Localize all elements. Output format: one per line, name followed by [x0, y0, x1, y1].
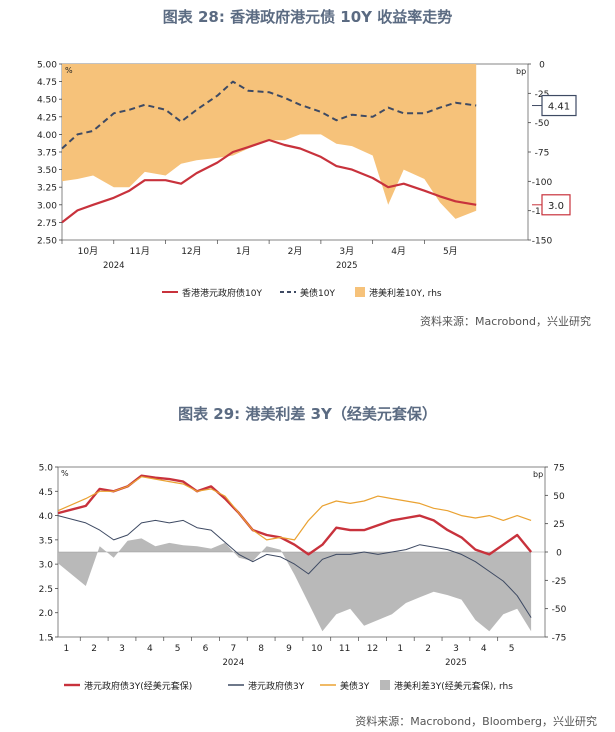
chart1-xtick-label: 2月 — [288, 246, 303, 257]
chart1-ytick-label: 3.50 — [37, 166, 57, 176]
chart2-right-unit: bp — [533, 470, 543, 479]
chart1-series-spread — [62, 64, 477, 219]
chart2-ytick-label: 4.0 — [39, 512, 54, 522]
chart1-xtick-label: 1月 — [236, 246, 251, 257]
chart1-ytick-label: 2.50 — [37, 237, 57, 247]
chart1-xtick-label: 3月 — [339, 246, 354, 257]
chart1-y2tick-label: -150 — [532, 237, 553, 247]
chart2-series-us3y — [57, 476, 532, 541]
chart2-y2tick-label: -25 — [552, 577, 567, 587]
chart1-legend-label: 香港港元政府债10Y — [182, 287, 262, 299]
chart2-title: 图表 29: 港美利差 3Y（经美元套保） — [178, 405, 437, 423]
chart2-legend-swatch — [380, 680, 390, 690]
chart2-series-spread3y — [58, 538, 532, 632]
chart2-ytick-label: 3.0 — [39, 561, 54, 571]
chart2-xtick-label: 7 — [230, 644, 236, 654]
chart1-ytick-label: 4.00 — [37, 131, 57, 141]
chart1-left-unit: % — [65, 66, 73, 75]
chart1-us-end-label-text: 4.41 — [548, 102, 570, 113]
chart1-y2tick-label: -50 — [535, 119, 550, 129]
chart2-xtick-label: 1 — [63, 644, 69, 654]
chart1-y2tick-label: -25 — [535, 90, 550, 100]
chart1-source: 资料来源：Macrobond，兴业研究 — [420, 315, 591, 328]
chart1-ytick-label: 3.00 — [37, 201, 57, 211]
chart1-title: 图表 28: 香港政府港元债 10Y 收益率走势 — [162, 8, 453, 26]
chart1-ytick-label: 2.75 — [37, 219, 57, 229]
chart2-xtick-label: 2 — [91, 644, 97, 654]
chart1-xtick-label: 4月 — [391, 246, 406, 257]
chart2-ytick-label: 4.5 — [39, 488, 53, 498]
chart2-ytick-label: 5.0 — [39, 464, 54, 474]
chart2-ytick-label: 1.5 — [39, 634, 53, 644]
chart2-left-unit: % — [61, 469, 69, 478]
chart1-ytick-label: 3.25 — [37, 184, 57, 194]
chart1-series-hk — [61, 138, 477, 224]
chart2-y2tick-label: -50 — [552, 605, 567, 615]
chart2-source: 资料来源：Macrobond，Bloomberg，兴业研究 — [355, 715, 597, 728]
chart2-year-label: 2025 — [445, 658, 467, 668]
chart1-ytick-label: 3.75 — [37, 149, 57, 159]
chart2-xtick-label: 8 — [258, 644, 264, 654]
chart2-ytick-label: 2.5 — [39, 585, 53, 595]
chart1-us-end-label-box — [541, 94, 577, 117]
chart1-series-us — [61, 80, 477, 150]
chart2-xtick-label: 12 — [367, 644, 378, 654]
chart1-y2tick-label: 0 — [539, 61, 545, 71]
chart2-xtick-label: 1 — [397, 644, 403, 654]
chart2-legend: 港元政府债3Y(经美元套保) 港元政府债3Y 美债3Y 港美利差3Y(经美元套保), … — [64, 680, 513, 692]
chart2-xtick-label: 2 — [425, 644, 431, 654]
chart2-y2tick-label: 75 — [553, 464, 564, 474]
chart1-legend-swatch — [355, 287, 365, 297]
chart1-y2tick-label: -75 — [535, 149, 550, 159]
chart2-y2tick-label: 25 — [553, 520, 564, 530]
chart2-xtick-label: 5 — [175, 644, 181, 654]
chart2-xtick-label: 9 — [286, 644, 292, 654]
chart1-legend-label: 美债10Y — [300, 287, 335, 299]
chart1-legend: 香港港元政府债10Y 美债10Y 港美利差10Y, rhs — [162, 287, 442, 299]
chart1-y2tick-label: -100 — [532, 178, 553, 188]
chart1-ytick-label: 4.50 — [37, 96, 57, 106]
chart2-xtick-label: 3 — [453, 644, 459, 654]
chart2-ytick-label: 2.0 — [39, 609, 54, 619]
chart2-legend-label: 港美利差3Y(经美元套保), rhs — [394, 680, 513, 692]
chart2-legend-label: 美债3Y — [340, 680, 370, 692]
chart1-ytick-label: 4.75 — [37, 78, 57, 88]
chart1-hk-end-label-box — [541, 194, 571, 216]
chart1-ytick-label: 5.00 — [37, 61, 57, 71]
chart1-xtick-label: 11月 — [129, 246, 149, 257]
chart2-legend-label: 港元政府债3Y — [248, 680, 305, 692]
chart2-ytick-label: 3.5 — [39, 536, 53, 546]
chart1-ytick-label: 4.25 — [37, 113, 57, 123]
chart2-series-hk3y — [57, 515, 532, 618]
chart2-xtick-label: 4 — [481, 644, 487, 654]
chart1-legend-label: 港美利差10Y, rhs — [369, 287, 442, 299]
chart2-y2tick-label: 50 — [553, 492, 565, 502]
chart2-year-label: 2024 — [222, 658, 244, 668]
chart1-year-label: 2025 — [336, 261, 358, 271]
chart2-xtick-label: 4 — [147, 644, 153, 654]
chart2-xtick-label: 3 — [119, 644, 125, 654]
chart1-right-unit: bp — [516, 67, 526, 76]
chart1-year-label: 2024 — [103, 261, 125, 271]
chart1-hk-end-label-text: 3.0 — [548, 201, 564, 212]
chart2-xtick-label: 10 — [311, 644, 323, 654]
chart1-xtick-label: 10月 — [78, 246, 98, 257]
chart2-y2tick-label: 0 — [556, 549, 562, 559]
chart1-svg: 5.004.754.504.254.003.753.503.253.002.75… — [37, 61, 577, 271]
chart1-xtick-label: 5月 — [443, 246, 458, 257]
chart2-legend-label: 港元政府债3Y(经美元套保) — [84, 680, 192, 692]
chart2-series-hk3y_hedged — [57, 474, 533, 556]
chart2-xtick-label: 5 — [509, 644, 515, 654]
chart1-xtick-label: 12月 — [181, 246, 201, 257]
chart2-y2tick-label: -75 — [552, 634, 567, 644]
chart2-xtick-label: 11 — [339, 644, 350, 654]
chart2-svg: 5.04.54.03.53.02.52.01.57550250-25-50-75… — [39, 464, 567, 669]
chart2-xtick-label: 6 — [203, 644, 209, 654]
